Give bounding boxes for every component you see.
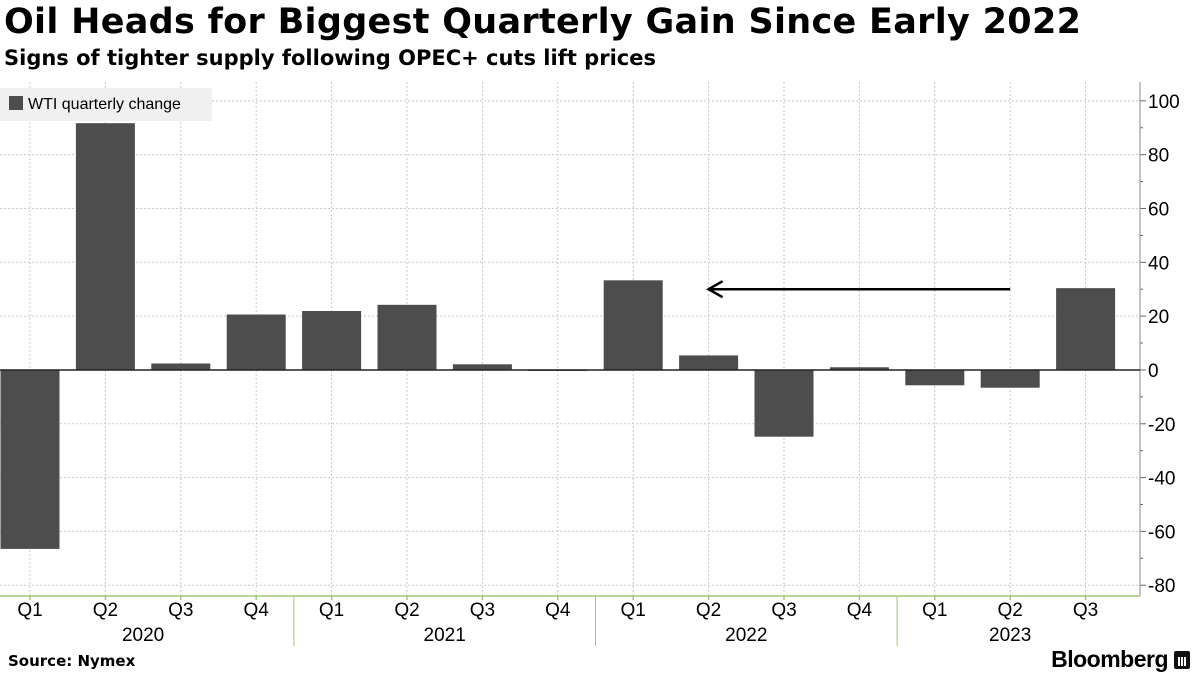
y-tick-label: 40 [1148, 253, 1169, 274]
y-tick-label: 100 [1148, 92, 1180, 113]
y-tick-label: 60 [1148, 199, 1169, 220]
x-tick-label: Q2 [696, 600, 721, 621]
axes: 100 80 60 40 20 0 -20 -40 -60 -80 Q1 Q2 Q3 Q4 Q1 Q2 Q3 Q4… [0, 82, 1180, 646]
bar [377, 304, 437, 370]
year-label: 2023 [989, 625, 1031, 646]
y-tick-label: -60 [1148, 522, 1175, 543]
y-tick-label: 0 [1148, 361, 1159, 382]
legend-background [0, 88, 212, 121]
x-tick-label: Q1 [621, 600, 646, 621]
x-tick-label: Q3 [470, 600, 495, 621]
bar [302, 311, 362, 370]
x-tick-label: Q3 [168, 600, 193, 621]
grid-lines [0, 82, 1140, 596]
x-tick-label: Q1 [17, 600, 42, 621]
legend-swatch [9, 96, 23, 110]
year-label: 2020 [122, 625, 164, 646]
year-label: 2022 [725, 625, 767, 646]
bar [679, 355, 739, 370]
bar [226, 314, 286, 370]
y-tick-label: 80 [1148, 146, 1169, 167]
x-tick-label: Q1 [922, 600, 947, 621]
x-tick-label: Q4 [244, 600, 270, 621]
x-tick-label: Q3 [771, 600, 796, 621]
bar [980, 369, 1040, 388]
bars [0, 123, 1116, 549]
legend: WTI quarterly change [0, 88, 212, 121]
bloomberg-logo: Bloomberg [1051, 646, 1190, 673]
bar [452, 364, 512, 370]
x-tick-label: Q4 [847, 600, 873, 621]
x-tick-label: Q3 [1073, 600, 1098, 621]
bar [829, 367, 889, 370]
bar [1056, 288, 1116, 370]
x-tick-label: Q2 [998, 600, 1023, 621]
x-tick-label: Q1 [319, 600, 344, 621]
bar [754, 369, 814, 437]
chart-subtitle: Signs of tighter supply following OPEC+ … [4, 46, 656, 70]
y-tick-label: -80 [1148, 576, 1175, 597]
y-tick-label: 20 [1148, 307, 1169, 328]
bar [905, 369, 965, 386]
chart-title: Oil Heads for Biggest Quarterly Gain Sin… [4, 2, 1082, 42]
source-note: Source: Nymex [8, 652, 136, 670]
arrow-head [706, 280, 724, 299]
legend-label: WTI quarterly change [28, 96, 181, 113]
brand-text: Bloomberg [1051, 646, 1168, 672]
bar [0, 369, 60, 549]
y-tick-label: -20 [1148, 415, 1175, 436]
year-label: 2021 [424, 625, 466, 646]
bloomberg-bar-icon [1174, 650, 1190, 669]
bar [75, 123, 135, 370]
x-tick-label: Q2 [93, 600, 118, 621]
x-tick-label: Q4 [545, 600, 571, 621]
bar [603, 280, 663, 370]
y-tick-label: -40 [1148, 469, 1175, 490]
bar [151, 363, 211, 370]
arrow-annotation [706, 280, 1011, 299]
x-tick-label: Q2 [394, 600, 419, 621]
